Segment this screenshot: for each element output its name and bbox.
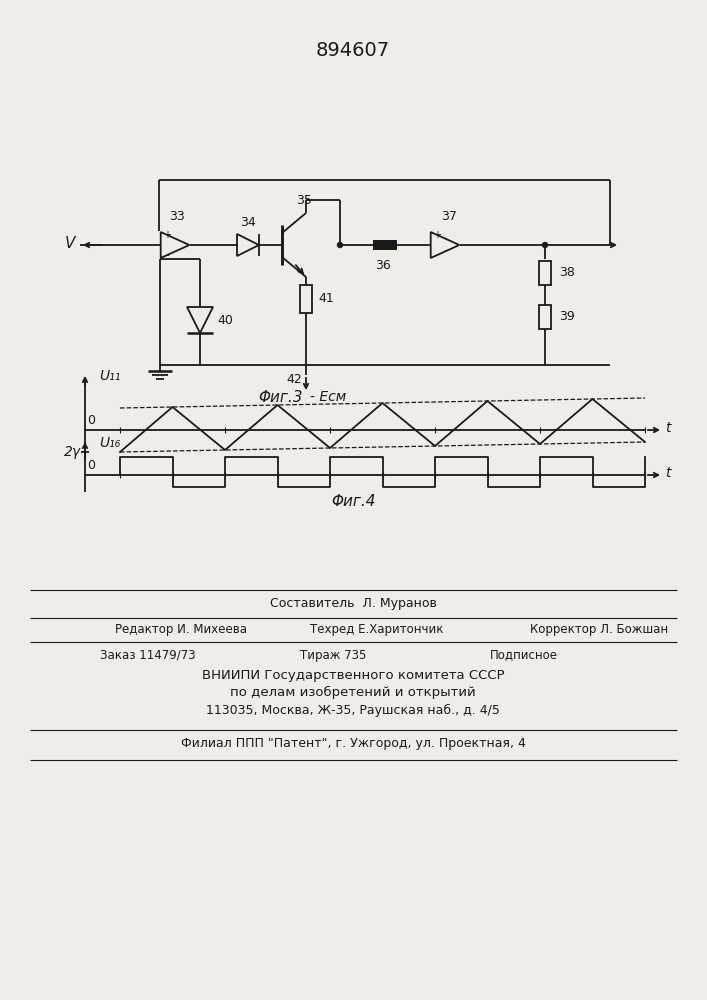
Text: 37: 37 (441, 210, 457, 223)
Text: Заказ 11479/73: Заказ 11479/73 (100, 648, 196, 662)
Text: 894607: 894607 (316, 40, 390, 60)
Text: 38: 38 (559, 266, 575, 279)
Text: t: t (665, 421, 670, 435)
Text: U₁₆: U₁₆ (99, 436, 120, 450)
Bar (539, 305, 551, 329)
Text: по делам изобретений и открытий: по делам изобретений и открытий (230, 685, 476, 699)
Text: 34: 34 (240, 216, 256, 229)
Text: Φиг.3: Φиг.3 (258, 389, 303, 404)
Text: 0: 0 (87, 414, 95, 427)
Text: 40: 40 (217, 314, 233, 326)
Text: 36: 36 (375, 259, 391, 272)
Circle shape (337, 242, 342, 247)
Text: 42: 42 (286, 373, 302, 386)
Text: 0: 0 (87, 459, 95, 472)
Text: 2γ: 2γ (64, 445, 81, 459)
Text: 41: 41 (318, 292, 334, 306)
Bar (373, 240, 397, 250)
Bar (300, 285, 312, 313)
Circle shape (542, 242, 547, 247)
Text: 113035, Москва, Ж-35, Раушская наб., д. 4/5: 113035, Москва, Ж-35, Раушская наб., д. … (206, 703, 500, 717)
Text: Корректор Л. Божшан: Корректор Л. Божшан (530, 624, 668, 637)
Text: U₁₁: U₁₁ (99, 369, 120, 383)
Text: +: + (163, 230, 171, 240)
Text: 33: 33 (169, 210, 185, 223)
Text: ВНИИПИ Государственного комитета СССР: ВНИИПИ Государственного комитета СССР (201, 668, 504, 682)
Text: 35: 35 (296, 194, 312, 207)
Text: Техред Е.Харитончик: Техред Е.Харитончик (310, 624, 443, 637)
Text: Φиг.4: Φиг.4 (331, 494, 375, 510)
Text: Тираж 735: Тираж 735 (300, 648, 366, 662)
Text: V: V (64, 235, 75, 250)
Text: +: + (433, 230, 441, 240)
Text: Составитель  Л. Муранов: Составитель Л. Муранов (269, 597, 436, 610)
Text: Филиал ППП "Патент", г. Ужгород, ул. Проектная, 4: Филиал ППП "Патент", г. Ужгород, ул. Про… (180, 736, 525, 750)
Bar (539, 261, 551, 285)
Text: t: t (665, 466, 670, 480)
Text: 39: 39 (559, 310, 575, 324)
Text: Подписное: Подписное (490, 648, 558, 662)
Text: - Eсм: - Eсм (310, 390, 346, 404)
Text: Редактор И. Михеева: Редактор И. Михеева (115, 624, 247, 637)
Text: -: - (165, 250, 169, 260)
